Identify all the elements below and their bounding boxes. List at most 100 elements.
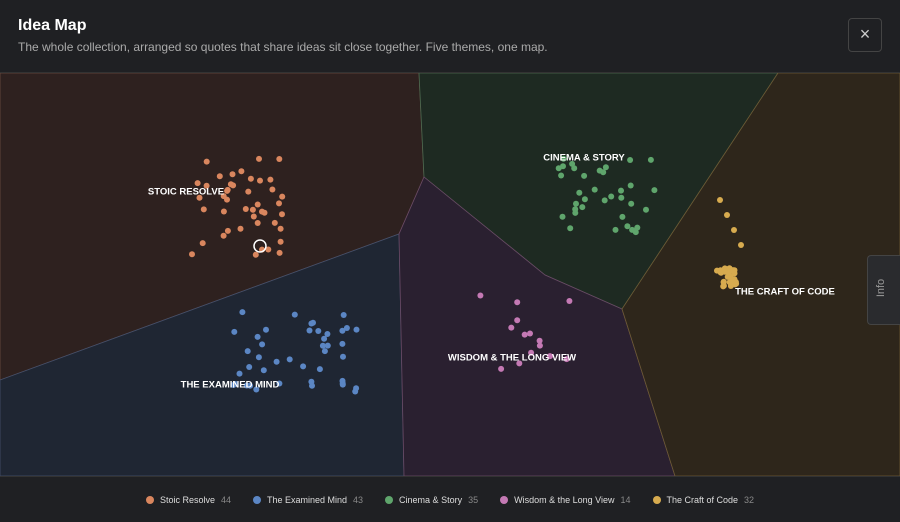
point (249, 206, 256, 213)
point (321, 335, 328, 342)
point (612, 226, 619, 233)
legend-label: Cinema & Story (399, 494, 463, 505)
legend-count: 32 (744, 494, 755, 505)
point (536, 342, 543, 349)
point (259, 341, 266, 348)
point (224, 187, 231, 194)
point (308, 378, 315, 385)
point (271, 219, 278, 226)
point (724, 212, 730, 218)
point (643, 206, 649, 213)
point (319, 342, 326, 349)
legend-item[interactable]: The Examined Mind 43 (252, 495, 363, 505)
point (591, 186, 598, 193)
point (567, 225, 574, 232)
point (279, 193, 286, 200)
point (220, 193, 227, 200)
point (265, 246, 272, 253)
point (569, 160, 576, 167)
point (560, 163, 566, 170)
point (563, 356, 570, 363)
point (559, 213, 566, 220)
legend-item[interactable]: The Craft of Code 32 (652, 494, 755, 505)
point (602, 164, 609, 171)
point (579, 204, 586, 211)
point (339, 327, 346, 334)
point (238, 168, 245, 175)
legend-label: The Craft of Code (666, 494, 739, 505)
region (0, 233, 405, 476)
point (628, 200, 635, 207)
point (276, 380, 283, 387)
title: Idea Map (18, 17, 87, 34)
map: STOIC RESOLVE THE EXAMINED MIND CINEMA & S… (0, 73, 900, 476)
point (324, 331, 331, 337)
point (324, 342, 331, 349)
point (619, 213, 626, 220)
point (514, 299, 521, 306)
point (229, 171, 236, 178)
point (236, 370, 243, 377)
point (632, 229, 639, 236)
point (194, 180, 201, 187)
point (498, 365, 505, 372)
point (231, 328, 238, 335)
legend-item[interactable]: Stoic Resolve 44 (145, 495, 231, 505)
point (727, 283, 734, 289)
point (572, 206, 579, 213)
point (247, 175, 254, 182)
point (720, 279, 727, 286)
point (536, 337, 543, 344)
info-tab[interactable]: Info (867, 255, 900, 325)
legend-swatch (652, 495, 661, 504)
point (200, 206, 207, 213)
point (242, 206, 249, 212)
legend-swatch (252, 495, 261, 504)
point (717, 197, 723, 203)
info-label: Info (875, 278, 888, 298)
point (352, 388, 359, 395)
point (220, 208, 227, 215)
legend-count: 14 (620, 494, 631, 505)
point (527, 330, 533, 337)
point (286, 356, 293, 363)
point (245, 188, 252, 195)
point (528, 349, 535, 356)
point (291, 311, 298, 318)
close-button[interactable]: × (848, 18, 882, 52)
point (255, 354, 262, 361)
point (279, 211, 285, 218)
point (203, 158, 210, 165)
point (627, 157, 634, 163)
point (339, 340, 346, 347)
point (232, 381, 239, 387)
point (729, 267, 735, 274)
point (277, 225, 284, 232)
point (624, 223, 631, 230)
point (521, 331, 528, 338)
point (576, 189, 583, 196)
point (315, 328, 322, 334)
legend-item[interactable]: Wisdom & the Long View 14 (500, 494, 631, 505)
point (244, 348, 251, 355)
point (189, 251, 195, 258)
point (273, 358, 280, 365)
point (256, 155, 262, 162)
point (581, 196, 588, 203)
point (651, 187, 658, 194)
legend-item[interactable]: Cinema & Story 35 (385, 495, 478, 505)
region-label: THE EXAMINED MIND (181, 380, 280, 391)
point (254, 333, 261, 340)
region-label: THE CRAFT OF CODE (735, 287, 835, 298)
subtitle: The whole collection, arranged so quotes… (18, 40, 548, 54)
legend-swatch (385, 495, 394, 504)
point (547, 353, 553, 360)
point (316, 366, 323, 373)
point (717, 267, 724, 274)
point (353, 326, 360, 333)
point (731, 227, 737, 233)
point (560, 155, 567, 162)
point (558, 172, 565, 179)
header: Idea Map The whole collection, arranged … (0, 0, 900, 73)
